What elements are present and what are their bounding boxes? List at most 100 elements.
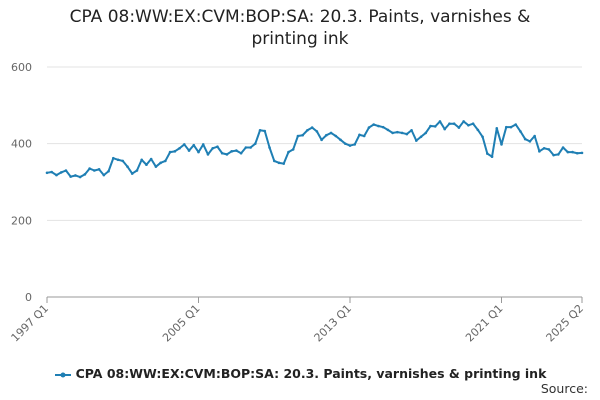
data-point[interactable]: [514, 123, 518, 126]
data-point[interactable]: [405, 132, 409, 136]
data-point[interactable]: [154, 165, 158, 168]
data-point[interactable]: [111, 156, 115, 160]
data-point[interactable]: [433, 125, 437, 128]
data-point[interactable]: [301, 133, 304, 137]
data-point[interactable]: [377, 124, 380, 128]
data-point[interactable]: [471, 122, 475, 126]
data-point[interactable]: [414, 139, 418, 142]
data-point[interactable]: [263, 129, 267, 133]
data-point[interactable]: [187, 149, 191, 152]
data-point[interactable]: [339, 138, 342, 142]
data-point[interactable]: [367, 126, 371, 129]
data-point[interactable]: [391, 131, 394, 135]
data-point[interactable]: [310, 126, 314, 129]
data-point[interactable]: [410, 128, 413, 132]
data-point[interactable]: [547, 148, 551, 151]
data-point[interactable]: [490, 155, 494, 158]
data-point[interactable]: [552, 153, 555, 157]
data-point[interactable]: [315, 130, 319, 133]
data-point[interactable]: [372, 123, 375, 126]
data-point[interactable]: [225, 153, 229, 156]
data-point[interactable]: [277, 161, 281, 165]
data-point[interactable]: [130, 172, 134, 175]
data-point[interactable]: [519, 130, 522, 133]
data-point[interactable]: [381, 125, 385, 129]
data-point[interactable]: [201, 143, 205, 146]
data-point[interactable]: [580, 151, 584, 155]
data-point[interactable]: [495, 127, 499, 130]
data-point[interactable]: [571, 150, 574, 154]
data-point[interactable]: [282, 162, 286, 165]
data-point[interactable]: [74, 174, 77, 177]
data-point[interactable]: [500, 143, 503, 146]
data-point[interactable]: [235, 149, 238, 152]
data-point[interactable]: [50, 170, 54, 174]
data-point[interactable]: [59, 171, 63, 174]
data-point[interactable]: [396, 130, 399, 134]
data-point[interactable]: [64, 169, 68, 172]
data-point[interactable]: [173, 150, 177, 153]
data-point[interactable]: [287, 150, 290, 154]
data-point[interactable]: [329, 131, 333, 135]
data-point[interactable]: [291, 148, 295, 151]
data-point[interactable]: [206, 153, 210, 156]
data-point[interactable]: [523, 137, 527, 141]
data-point[interactable]: [561, 146, 565, 149]
data-point[interactable]: [296, 134, 300, 138]
data-point[interactable]: [192, 143, 196, 147]
data-point[interactable]: [135, 169, 139, 172]
data-point[interactable]: [244, 146, 248, 149]
data-point[interactable]: [164, 159, 167, 163]
data-point[interactable]: [55, 173, 58, 177]
data-point[interactable]: [145, 163, 148, 167]
data-point[interactable]: [542, 146, 546, 150]
data-point[interactable]: [448, 122, 451, 126]
data-point[interactable]: [557, 153, 560, 156]
data-point[interactable]: [88, 167, 91, 170]
data-point[interactable]: [509, 125, 513, 129]
data-point[interactable]: [353, 143, 357, 146]
data-point[interactable]: [362, 134, 366, 138]
data-point[interactable]: [239, 151, 243, 155]
data-point[interactable]: [343, 142, 347, 145]
data-point[interactable]: [83, 173, 87, 176]
data-point[interactable]: [168, 150, 172, 154]
data-point[interactable]: [400, 131, 404, 135]
data-point[interactable]: [481, 135, 484, 139]
data-point[interactable]: [272, 159, 276, 163]
data-point[interactable]: [528, 140, 532, 143]
data-point[interactable]: [443, 127, 446, 131]
data-point[interactable]: [386, 128, 390, 132]
data-point[interactable]: [462, 120, 465, 123]
data-point[interactable]: [334, 134, 338, 138]
data-point[interactable]: [149, 157, 153, 161]
data-point[interactable]: [538, 150, 541, 153]
data-point[interactable]: [258, 128, 262, 132]
data-point[interactable]: [93, 169, 96, 172]
data-point[interactable]: [69, 175, 72, 178]
legend[interactable]: CPA 08:WW:EX:CVM:BOP:SA: 20.3. Paints, v…: [0, 366, 600, 381]
data-point[interactable]: [476, 128, 480, 132]
data-point[interactable]: [306, 128, 309, 132]
data-point[interactable]: [140, 158, 143, 162]
data-point[interactable]: [358, 133, 361, 137]
data-point[interactable]: [249, 146, 252, 149]
data-point[interactable]: [325, 133, 328, 137]
data-point[interactable]: [566, 150, 570, 154]
data-point[interactable]: [178, 146, 181, 150]
data-point[interactable]: [467, 123, 470, 127]
data-point[interactable]: [429, 124, 432, 128]
data-point[interactable]: [45, 171, 49, 175]
data-point[interactable]: [457, 126, 461, 129]
data-point[interactable]: [575, 151, 579, 155]
data-point[interactable]: [197, 150, 200, 154]
data-point[interactable]: [533, 134, 536, 138]
data-point[interactable]: [504, 125, 508, 129]
data-point[interactable]: [348, 144, 352, 147]
data-point[interactable]: [97, 168, 101, 171]
data-point[interactable]: [183, 143, 186, 146]
data-point[interactable]: [107, 169, 110, 173]
data-point[interactable]: [320, 138, 323, 142]
data-point[interactable]: [220, 151, 224, 155]
data-point[interactable]: [102, 173, 106, 177]
